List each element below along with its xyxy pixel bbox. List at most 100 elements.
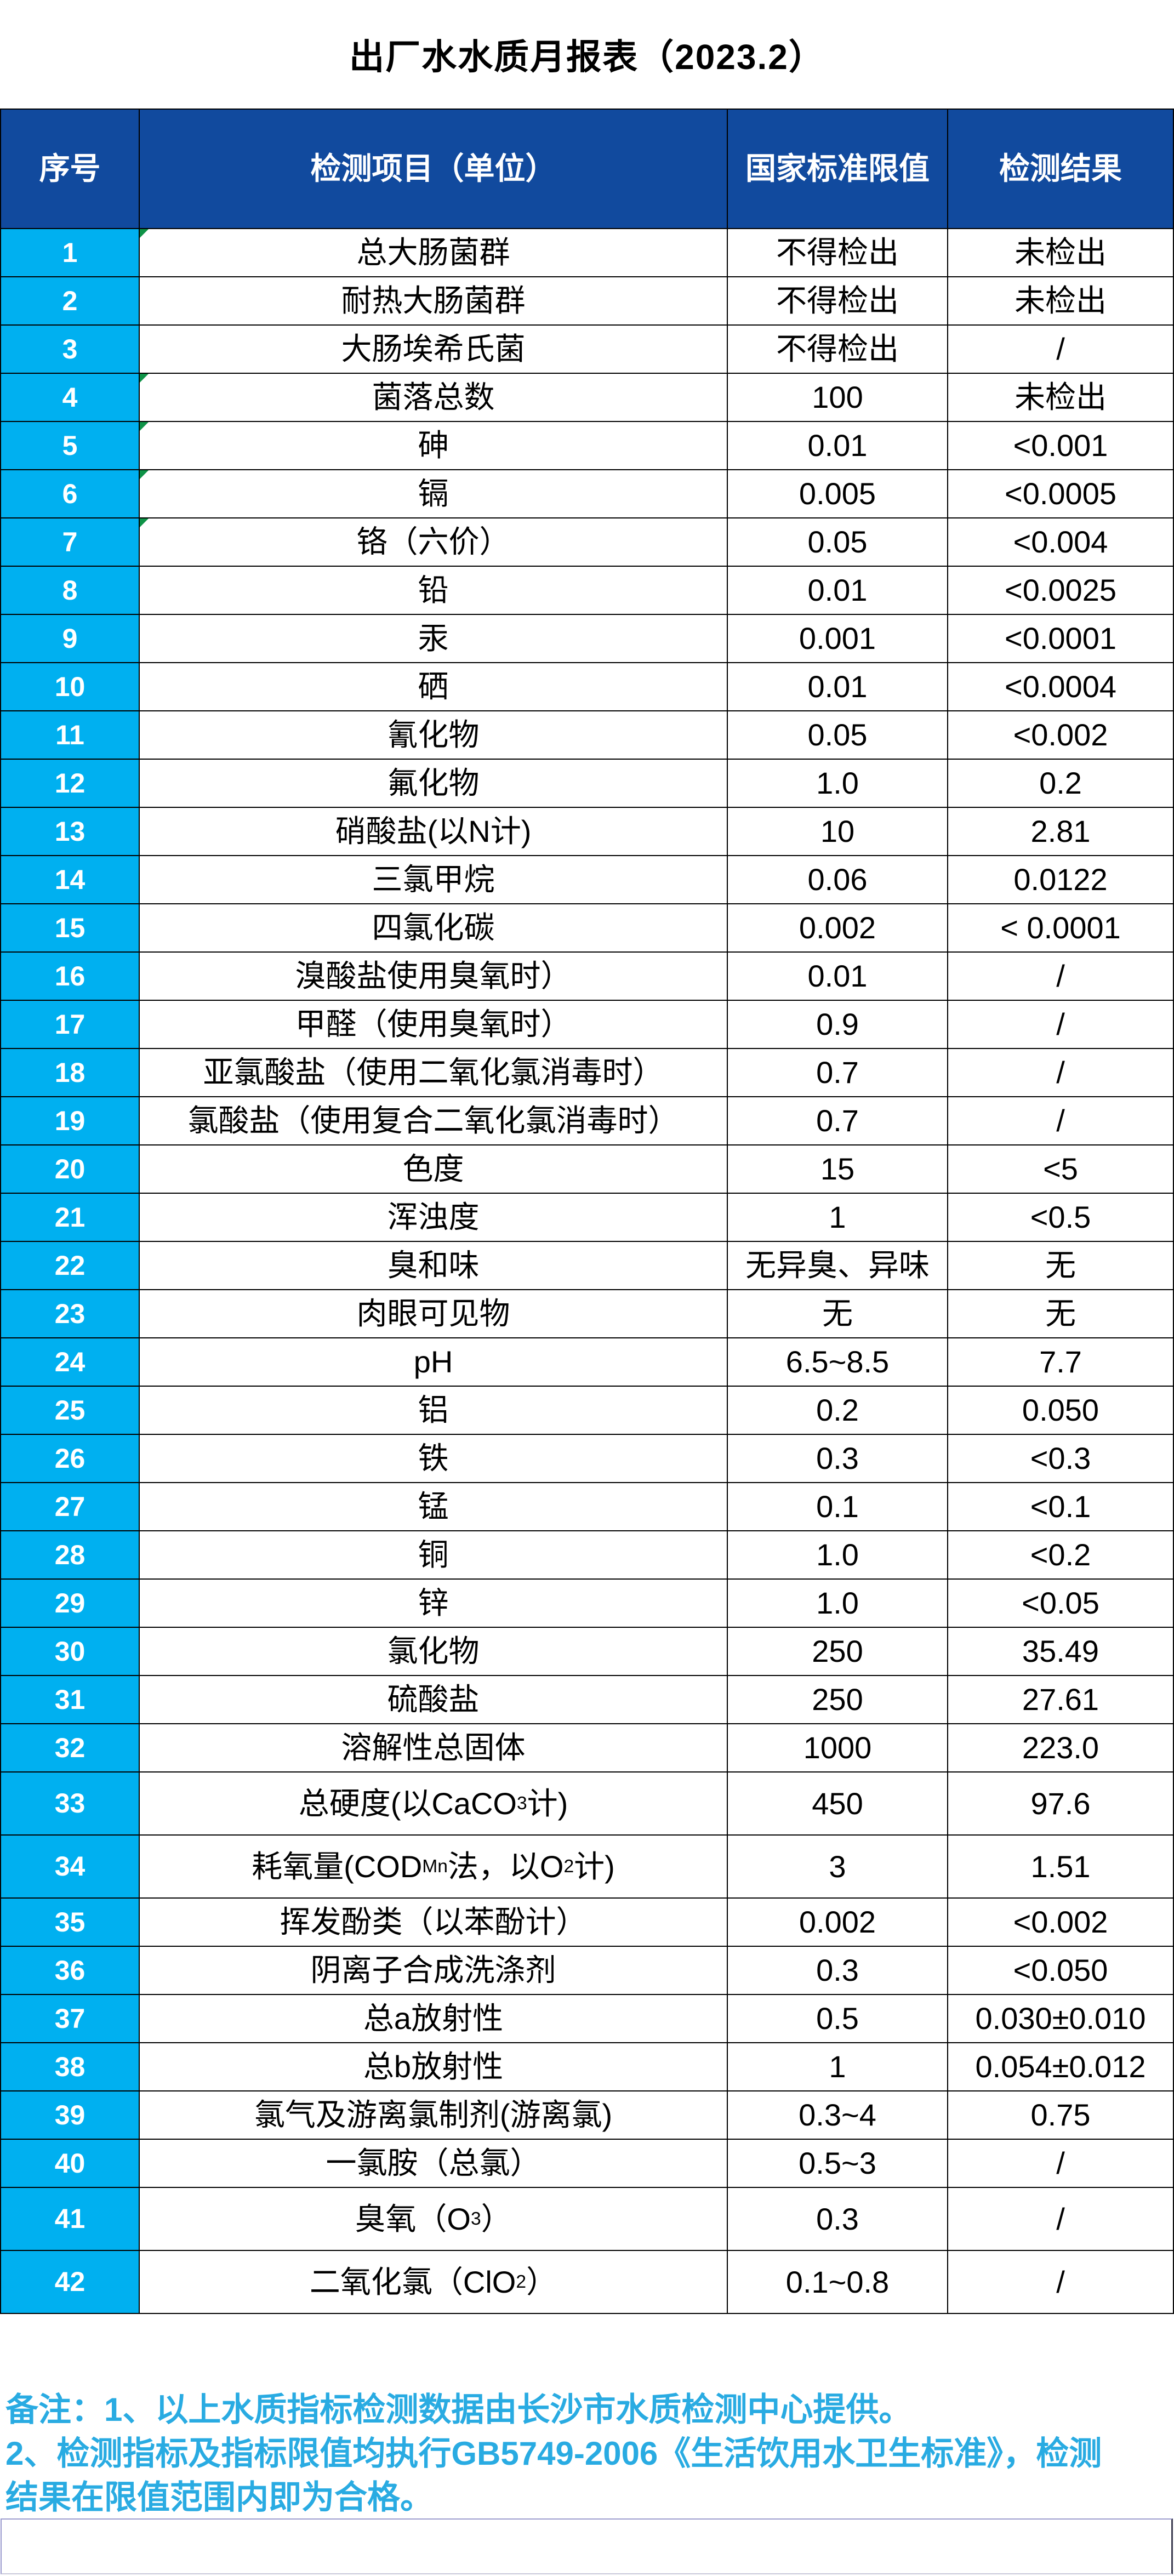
table-row: 16 溴酸盐使用臭氧时） 0.01/ bbox=[1, 953, 1173, 1000]
standard-limit-cell: 0.3 bbox=[728, 2188, 947, 2250]
standard-limit-cell: 0.01 bbox=[728, 953, 947, 1000]
result-cell: <5 bbox=[948, 1145, 1173, 1193]
result-cell: / bbox=[948, 2140, 1173, 2187]
row-number-cell: 2 bbox=[1, 277, 139, 324]
row-number-cell: 25 bbox=[1, 1387, 139, 1434]
item-name-cell: 硫酸盐 bbox=[140, 1676, 727, 1723]
standard-limit-cell: 0.3 bbox=[728, 1947, 947, 1994]
table-row: 42 二氧化氯（ClO 2） 0.1~0.8/ bbox=[1, 2251, 1173, 2313]
table-row: 13 硝酸盐(以N计) 10 2.81 bbox=[1, 808, 1173, 855]
result-cell: 0.0122 bbox=[948, 856, 1173, 903]
result-cell: <0.3 bbox=[948, 1435, 1173, 1482]
item-name-cell: 氯酸盐（使用复合二氧化氯消毒时） bbox=[140, 1097, 727, 1144]
table-row: 2 耐热大肠菌群 不得检出 未检出 bbox=[1, 277, 1173, 324]
item-name-cell: 臭氧（O 3） bbox=[140, 2188, 727, 2250]
table-row: 25 铝 0.2 0.050 bbox=[1, 1387, 1173, 1434]
result-cell: 无 bbox=[948, 1242, 1173, 1289]
row-number-cell: 24 bbox=[1, 1338, 139, 1386]
table-row: 6 镉 0.005 <0.0005 bbox=[1, 470, 1173, 517]
table-row: 21 浑浊度 1 <0.5 bbox=[1, 1194, 1173, 1241]
result-cell: / bbox=[948, 953, 1173, 1000]
table-row: 37 总a放射性 0.5 0.030±0.010 bbox=[1, 1995, 1173, 2042]
item-name-cell: 氟化物 bbox=[140, 760, 727, 807]
standard-limit-cell: 不得检出 bbox=[728, 277, 947, 324]
row-number-cell: 12 bbox=[1, 760, 139, 807]
item-name-cell: 铅 bbox=[140, 567, 727, 614]
row-number-cell: 15 bbox=[1, 904, 139, 951]
table-row: 28 铜 1.0 <0.2 bbox=[1, 1531, 1173, 1578]
result-cell: 0.2 bbox=[948, 760, 1173, 807]
item-name-cell: 溴酸盐使用臭氧时） bbox=[140, 953, 727, 1000]
table-header-row: 序号 检测项目（单位） 国家标准限值 检测结果 bbox=[1, 110, 1173, 228]
result-cell: / bbox=[948, 2251, 1173, 2313]
table-row: 10 硒 0.01 <0.0004 bbox=[1, 663, 1173, 710]
table-row: 39 氯气及游离氯制剂(游离氯) 0.3~4 0.75 bbox=[1, 2091, 1173, 2139]
table-row: 41 臭氧（O 3） 0.3/ bbox=[1, 2188, 1173, 2250]
result-cell: / bbox=[948, 326, 1173, 373]
table-row: 30 氯化物 250 35.49 bbox=[1, 1628, 1173, 1675]
row-number-cell: 30 bbox=[1, 1628, 139, 1675]
result-cell: / bbox=[948, 2188, 1173, 2250]
standard-limit-cell: 1 bbox=[728, 2043, 947, 2090]
table-row: 5 砷 0.01 <0.001 bbox=[1, 422, 1173, 469]
result-cell: 未检出 bbox=[948, 277, 1173, 324]
standard-limit-cell: 不得检出 bbox=[728, 229, 947, 276]
table-row: 17 甲醛（使用臭氧时） 0.9/ bbox=[1, 1001, 1173, 1048]
item-name-cell: 三氯甲烷 bbox=[140, 856, 727, 903]
standard-limit-cell: 100 bbox=[728, 374, 947, 421]
result-cell: 0.054±0.012 bbox=[948, 2043, 1173, 2090]
row-number-cell: 28 bbox=[1, 1531, 139, 1578]
row-number-cell: 39 bbox=[1, 2091, 139, 2139]
row-number-cell: 26 bbox=[1, 1435, 139, 1482]
standard-limit-cell: 250 bbox=[728, 1676, 947, 1723]
row-number-cell: 21 bbox=[1, 1194, 139, 1241]
item-name-cell: 耐热大肠菌群 bbox=[140, 277, 727, 324]
item-name-cell: 砷 bbox=[140, 422, 727, 469]
standard-limit-cell: 1.0 bbox=[728, 760, 947, 807]
excel-flag-triangle-icon bbox=[140, 422, 149, 431]
item-name-cell: 阴离子合成洗涤剂 bbox=[140, 1947, 727, 1994]
empty-text-frame bbox=[1, 2518, 1173, 2574]
item-name-cell: 菌落总数 bbox=[140, 374, 727, 421]
result-cell: 无 bbox=[948, 1290, 1173, 1337]
item-name-cell: 总b放射性 bbox=[140, 2043, 727, 2090]
excel-flag-triangle-icon bbox=[140, 374, 149, 383]
row-number-cell: 37 bbox=[1, 1995, 139, 2042]
standard-limit-cell: 无 bbox=[728, 1290, 947, 1337]
standard-limit-cell: 0.7 bbox=[728, 1049, 947, 1096]
result-cell: <0.0004 bbox=[948, 663, 1173, 710]
standard-limit-cell: 1.0 bbox=[728, 1531, 947, 1578]
item-name-cell: 一氯胺（总氯） bbox=[140, 2140, 727, 2187]
table-row: 34 耗氧量(COD Mn 法，以O 2 计) 3 1.51 bbox=[1, 1836, 1173, 1897]
standard-limit-cell: 15 bbox=[728, 1145, 947, 1193]
row-number-cell: 41 bbox=[1, 2188, 139, 2250]
standard-limit-cell: 0.1~0.8 bbox=[728, 2251, 947, 2313]
table-row: 19 氯酸盐（使用复合二氧化氯消毒时） 0.7/ bbox=[1, 1097, 1173, 1144]
item-name-cell: 挥发酚类（以苯酚计） bbox=[140, 1899, 727, 1946]
standard-limit-cell: 6.5~8.5 bbox=[728, 1338, 947, 1386]
standard-limit-cell: 1 bbox=[728, 1194, 947, 1241]
standard-limit-cell: 0.01 bbox=[728, 567, 947, 614]
standard-limit-cell: 0.01 bbox=[728, 663, 947, 710]
row-number-cell: 6 bbox=[1, 470, 139, 517]
table-row: 29 锌 1.0 <0.05 bbox=[1, 1580, 1173, 1627]
standard-limit-cell: 0.7 bbox=[728, 1097, 947, 1144]
table-row: 20 色度 15 <5 bbox=[1, 1145, 1173, 1193]
table-row: 11 氰化物 0.05 <0.002 bbox=[1, 711, 1173, 759]
row-number-cell: 1 bbox=[1, 229, 139, 276]
item-name-cell: 二氧化氯（ClO 2） bbox=[140, 2251, 727, 2313]
result-cell: <0.001 bbox=[948, 422, 1173, 469]
row-number-cell: 16 bbox=[1, 953, 139, 1000]
result-cell: <0.0001 bbox=[948, 615, 1173, 662]
row-number-cell: 13 bbox=[1, 808, 139, 855]
table-row: 15 四氯化碳 0.002 < 0.0001 bbox=[1, 904, 1173, 951]
item-name-cell: 大肠埃希氏菌 bbox=[140, 326, 727, 373]
row-number-cell: 35 bbox=[1, 1899, 139, 1946]
table-row: 40 一氯胺（总氯） 0.5~3/ bbox=[1, 2140, 1173, 2187]
row-number-cell: 42 bbox=[1, 2251, 139, 2313]
item-name-cell: 铁 bbox=[140, 1435, 727, 1482]
table-row: 24 pH 6.5~8.5 7.7 bbox=[1, 1338, 1173, 1386]
header-cell-result: 检测结果 bbox=[948, 110, 1173, 228]
result-cell: / bbox=[948, 1097, 1173, 1144]
row-number-cell: 10 bbox=[1, 663, 139, 710]
